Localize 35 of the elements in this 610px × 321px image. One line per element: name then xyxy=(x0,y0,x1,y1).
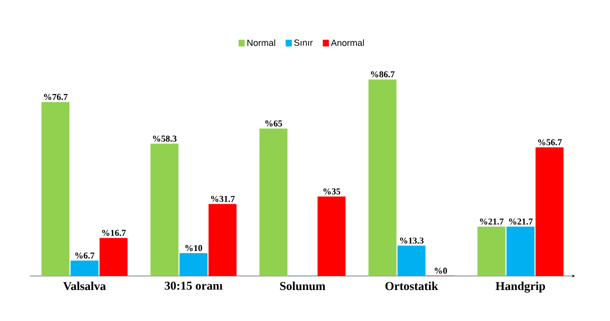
legend-label: Normal xyxy=(247,39,276,46)
data-label: %65 xyxy=(265,120,282,127)
bar xyxy=(259,128,288,276)
bar xyxy=(397,246,426,276)
x-tick-label: Valsalva xyxy=(63,282,106,290)
data-label: %13.3 xyxy=(400,238,424,244)
data-label: %21.7 xyxy=(509,218,533,225)
bar xyxy=(100,238,128,276)
data-label: %86.7 xyxy=(370,71,395,78)
x-tick-label: 30:15 oranı xyxy=(164,282,222,290)
data-label: %35 xyxy=(323,188,340,194)
bar xyxy=(70,260,99,276)
data-label: %16.7 xyxy=(102,230,126,236)
bar xyxy=(180,253,208,276)
bar xyxy=(208,204,237,276)
legend-label: Anormal xyxy=(330,39,364,46)
x-tick-label: Handgrip xyxy=(496,282,546,293)
data-label: %58.3 xyxy=(152,136,177,142)
data-label: %31.7 xyxy=(211,196,235,202)
data-label: %76.7 xyxy=(44,94,68,100)
data-label: %6.7 xyxy=(75,252,94,259)
legend-label: Sınır xyxy=(294,39,313,46)
bar xyxy=(41,102,70,276)
data-label: %10 xyxy=(185,245,202,252)
bar xyxy=(318,196,346,276)
data-label: %56.7 xyxy=(538,139,562,146)
bar xyxy=(150,144,178,276)
data-label: %0 xyxy=(434,268,447,274)
bar xyxy=(477,226,506,276)
bar xyxy=(536,147,564,276)
data-label: %21.7 xyxy=(480,218,504,225)
x-tick-label: Solunum xyxy=(280,282,326,290)
bar xyxy=(506,226,535,276)
x-tick-label: Ortostatik xyxy=(385,282,438,290)
bar xyxy=(368,79,396,276)
